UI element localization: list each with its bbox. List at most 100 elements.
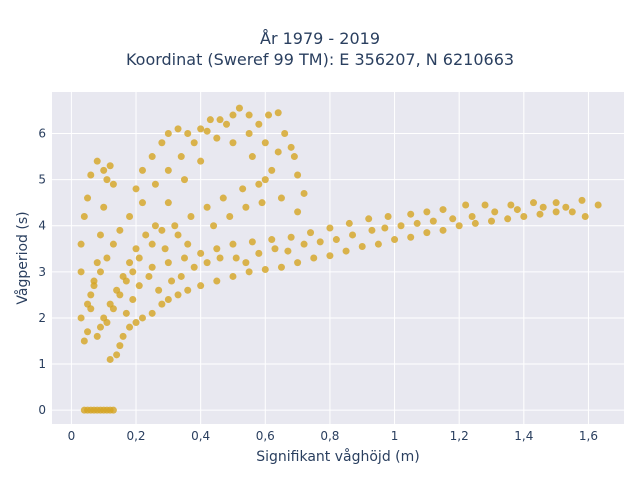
data-point xyxy=(513,206,521,214)
data-point xyxy=(223,120,231,128)
data-point xyxy=(129,268,137,276)
data-point xyxy=(171,222,179,230)
data-point xyxy=(116,291,124,299)
data-point xyxy=(235,104,243,112)
data-point xyxy=(562,203,570,211)
data-point xyxy=(129,296,137,303)
data-point xyxy=(326,252,334,260)
data-point xyxy=(168,277,176,285)
data-point xyxy=(184,240,192,248)
data-point xyxy=(368,226,376,234)
data-point xyxy=(132,245,140,253)
data-point xyxy=(197,282,205,290)
data-point xyxy=(148,309,156,317)
data-point xyxy=(142,231,150,239)
data-point xyxy=(384,213,392,220)
data-point xyxy=(122,277,130,285)
data-point xyxy=(138,199,146,207)
y-axis-label: Vågperiod (s) xyxy=(14,211,31,304)
data-point xyxy=(184,130,192,137)
data-point xyxy=(423,229,431,237)
data-point xyxy=(158,300,166,308)
data-point xyxy=(245,130,253,137)
data-point xyxy=(164,296,172,303)
data-point xyxy=(397,222,405,230)
data-point xyxy=(106,162,114,170)
data-point xyxy=(109,305,117,313)
data-point xyxy=(135,254,143,262)
data-point xyxy=(96,268,104,276)
data-point xyxy=(274,109,282,117)
data-point xyxy=(203,259,211,267)
data-point xyxy=(407,210,415,218)
data-point xyxy=(126,259,134,267)
data-point xyxy=(310,254,318,262)
data-point xyxy=(174,231,182,239)
data-point xyxy=(100,166,108,174)
data-point xyxy=(229,139,237,147)
y-tick-label: 3 xyxy=(38,265,46,279)
data-point xyxy=(536,210,544,218)
data-point xyxy=(126,323,134,331)
data-point xyxy=(226,213,234,220)
data-point xyxy=(206,116,214,124)
x-tick-label: 1,6 xyxy=(579,429,598,443)
data-point xyxy=(197,249,205,257)
data-point xyxy=(245,111,253,119)
data-point xyxy=(232,254,240,262)
x-tick-label: 0,2 xyxy=(126,429,145,443)
data-point xyxy=(177,272,185,280)
data-point xyxy=(216,254,224,262)
data-point xyxy=(103,319,111,327)
data-point xyxy=(374,240,382,248)
data-point xyxy=(255,120,263,128)
data-point xyxy=(184,286,192,294)
data-point xyxy=(449,215,457,223)
data-point xyxy=(113,351,121,359)
data-point xyxy=(239,185,247,193)
data-point xyxy=(268,236,276,244)
data-point xyxy=(345,219,353,227)
data-point xyxy=(229,111,237,119)
data-point xyxy=(119,332,127,340)
data-point xyxy=(161,245,169,253)
data-point xyxy=(439,226,447,234)
data-point xyxy=(158,226,166,234)
data-point xyxy=(109,180,117,188)
data-point xyxy=(216,116,224,124)
data-point xyxy=(93,157,101,165)
data-point xyxy=(258,199,266,207)
data-point xyxy=(520,213,528,220)
data-point xyxy=(87,171,95,179)
y-tick-label: 0 xyxy=(38,403,46,417)
data-point xyxy=(93,332,101,340)
data-point xyxy=(158,139,166,147)
data-point xyxy=(213,245,221,253)
data-point xyxy=(358,242,366,250)
data-point xyxy=(203,203,211,211)
data-point xyxy=(164,130,172,137)
data-point xyxy=(271,245,279,253)
data-point xyxy=(132,319,140,327)
data-point xyxy=(287,233,295,241)
data-point xyxy=(148,263,156,271)
chart-title-line1: År 1979 - 2019 xyxy=(260,29,380,48)
data-point xyxy=(242,259,250,267)
data-point xyxy=(391,236,399,244)
data-point xyxy=(109,406,117,414)
data-point xyxy=(326,224,334,232)
data-point xyxy=(268,166,276,174)
data-point xyxy=(203,127,211,135)
data-point xyxy=(552,208,560,216)
data-point xyxy=(197,157,205,165)
data-point xyxy=(106,355,114,363)
data-point xyxy=(164,166,172,174)
data-point xyxy=(103,176,111,184)
chart-title-line2: Koordinat (Sweref 99 TM): E 356207, N 62… xyxy=(125,50,515,69)
data-point xyxy=(578,196,586,204)
x-tick-label: 1 xyxy=(391,429,399,443)
data-point xyxy=(145,272,153,280)
scatter-points xyxy=(77,104,602,414)
data-point xyxy=(248,153,256,161)
